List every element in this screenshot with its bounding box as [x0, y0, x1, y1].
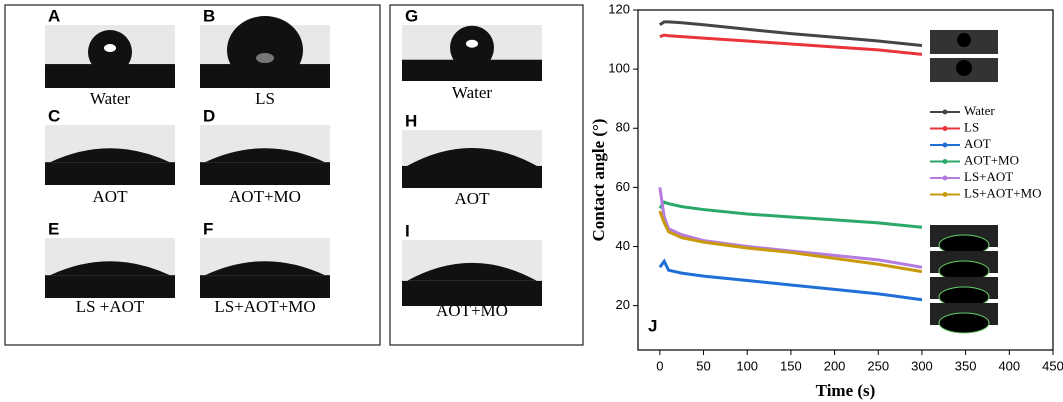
highlight — [104, 44, 116, 53]
legend-marker — [942, 175, 948, 181]
legend-label: AOT — [964, 136, 991, 151]
panel-caption: AOT — [455, 189, 491, 208]
y-tick-label: 20 — [616, 297, 630, 312]
y-axis-label: Contact angle (°) — [589, 119, 608, 242]
y-tick-label: 40 — [616, 238, 630, 253]
series-line — [658, 210, 923, 274]
panel-letter: C — [48, 106, 60, 125]
panel-letter: J — [648, 316, 657, 335]
legend-marker — [942, 159, 948, 164]
x-tick-label: 200 — [824, 358, 846, 373]
panel-letter: H — [405, 111, 417, 130]
panel-letter: G — [405, 6, 418, 25]
legend-marker — [942, 142, 948, 148]
plot-frame — [637, 9, 1054, 351]
insets — [930, 30, 998, 334]
droplet — [50, 148, 170, 163]
substrate — [45, 162, 175, 185]
panel-caption: AOT+MO — [436, 301, 508, 320]
series-line — [658, 258, 923, 302]
series-line — [659, 33, 923, 56]
legend-label: LS+AOT+MO — [964, 185, 1042, 200]
panel-caption: AOT+MO — [229, 187, 301, 206]
panel-frame — [4, 4, 381, 346]
panel-letter: A — [48, 6, 60, 25]
substrate — [402, 280, 542, 306]
panel-caption: LS +AOT — [76, 297, 145, 316]
panel-letter: I — [405, 221, 410, 240]
x-tick-label: 0 — [656, 358, 663, 373]
panel-letter: D — [203, 106, 215, 125]
panel-caption: Water — [452, 83, 492, 102]
series-line — [658, 200, 923, 229]
series-line — [658, 187, 923, 269]
x-tick-label: 150 — [780, 358, 802, 373]
x-tick-label: 400 — [998, 358, 1020, 373]
highlight — [466, 39, 478, 48]
substrate — [200, 162, 330, 185]
droplet — [205, 148, 325, 163]
substrate — [45, 64, 175, 88]
y-tick-label: 80 — [616, 120, 630, 135]
x-tick-label: 50 — [696, 358, 710, 373]
panel-caption: AOT — [93, 187, 129, 206]
substrate — [402, 59, 542, 81]
substrate — [200, 275, 330, 298]
droplet — [227, 16, 303, 85]
legend-label: Water — [964, 103, 995, 118]
panel-caption: LS+AOT+MO — [214, 297, 315, 316]
panel-caption: Water — [90, 89, 130, 108]
x-tick-label: 250 — [867, 358, 889, 373]
legend-marker — [942, 192, 948, 197]
substrate — [402, 165, 542, 188]
panel-caption: LS — [255, 89, 275, 108]
legend-label: AOT+MO — [964, 152, 1019, 167]
droplet — [407, 262, 537, 281]
substrate — [45, 275, 175, 298]
legend-marker — [942, 126, 948, 131]
legend-marker — [942, 109, 948, 115]
panel-letter: F — [203, 219, 213, 238]
legend-label: LS+AOT — [964, 169, 1013, 184]
x-tick-label: 300 — [911, 358, 933, 373]
series-line — [659, 20, 923, 47]
panel-frame — [389, 4, 584, 346]
highlight — [256, 53, 274, 64]
x-tick-label: 450 — [1042, 358, 1063, 373]
y-tick-label: 100 — [608, 61, 630, 76]
droplet — [205, 261, 325, 276]
x-tick-label: 350 — [955, 358, 977, 373]
panel-letter: B — [203, 6, 215, 25]
droplet — [50, 261, 170, 276]
y-tick-label: 120 — [608, 1, 630, 16]
legend-label: LS — [964, 119, 979, 134]
panel-letter: E — [48, 219, 59, 238]
x-tick-label: 100 — [736, 358, 758, 373]
droplet — [407, 147, 537, 166]
x-axis-label: Time (s) — [816, 381, 876, 400]
y-tick-label: 60 — [616, 179, 630, 194]
